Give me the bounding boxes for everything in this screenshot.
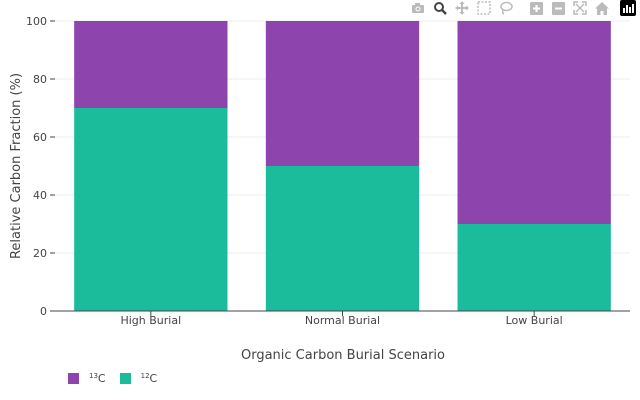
plotly-logo-icon[interactable] [620, 0, 636, 16]
bar-13c-high-burial[interactable] [74, 21, 228, 108]
bars [74, 21, 611, 311]
x-axis-title: Organic Carbon Burial Scenario [241, 348, 445, 363]
x-tick-label: Normal Burial [305, 314, 380, 327]
legend: 13C 12C [68, 372, 171, 385]
legend-item-12c[interactable]: 12C [119, 372, 158, 385]
y-tick-label: 60 [33, 131, 47, 144]
y-tick-label: 100 [26, 15, 47, 28]
legend-label-13c: 13C [89, 372, 106, 385]
y-axis-title: Relative Carbon Fraction (%) [9, 73, 24, 259]
axes: 0 20 40 60 80 100 High Burial Normal Burial Low … [26, 15, 630, 327]
bar-13c-normal-burial[interactable] [265, 21, 420, 166]
legend-item-13c[interactable]: 13C [68, 372, 106, 385]
lasso-select-icon[interactable] [498, 0, 514, 16]
x-tick-label: Low Burial [506, 314, 563, 327]
reset-axes-icon[interactable] [594, 0, 610, 16]
y-tick-label: 20 [33, 247, 47, 260]
zoom-out-icon[interactable] [550, 0, 566, 16]
box-select-icon[interactable] [476, 0, 492, 16]
bar-12c-normal-burial[interactable] [265, 166, 420, 311]
y-tick-label: 80 [33, 73, 47, 86]
x-tick-label: High Burial [120, 314, 181, 327]
bar-13c-low-burial[interactable] [457, 21, 611, 224]
zoom-in-icon[interactable] [528, 0, 544, 16]
y-tick-label: 0 [40, 305, 47, 318]
camera-icon[interactable] [410, 0, 426, 16]
legend-swatch-12c [119, 373, 131, 384]
autoscale-icon[interactable] [572, 0, 588, 16]
zoom-icon[interactable] [432, 0, 448, 16]
bar-12c-high-burial[interactable] [74, 108, 228, 311]
bar-12c-low-burial[interactable] [457, 224, 611, 311]
legend-label-12c: 12C [140, 372, 158, 385]
modebar [404, 0, 636, 16]
pan-icon[interactable] [454, 0, 470, 16]
y-tick-label: 40 [33, 189, 47, 202]
legend-swatch-13c [68, 373, 79, 384]
